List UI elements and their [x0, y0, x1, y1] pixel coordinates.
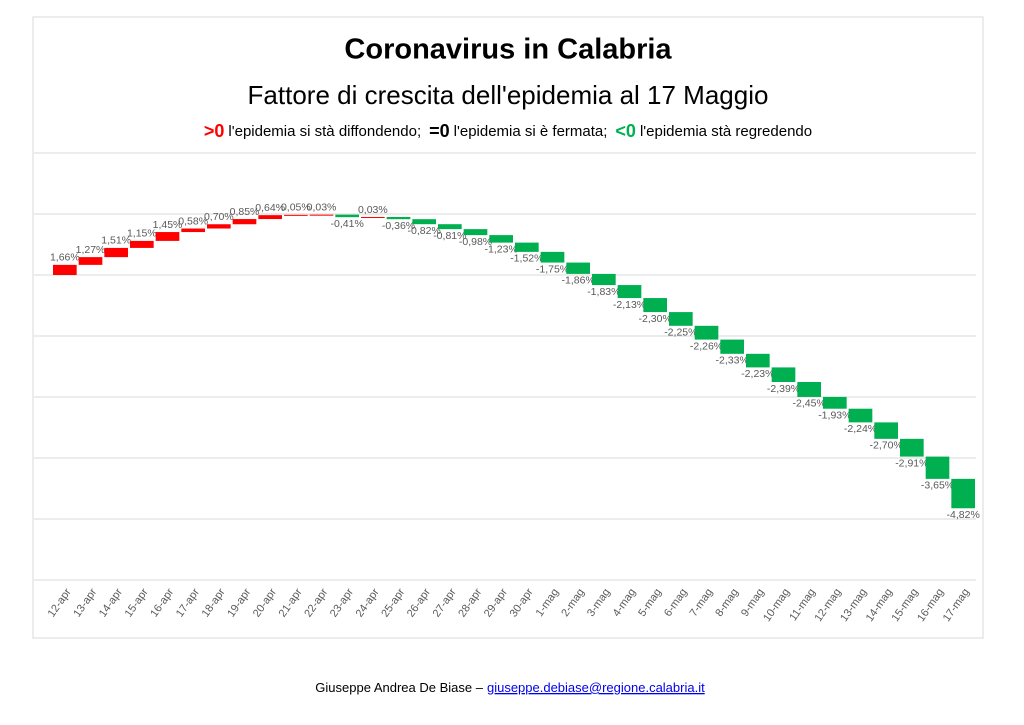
value-label: -2,25%	[664, 327, 697, 339]
bar	[823, 396, 847, 409]
bar	[694, 325, 719, 340]
bar	[771, 367, 796, 382]
footer-author: Giuseppe Andrea De Biase –	[315, 680, 483, 695]
bar	[592, 273, 616, 286]
value-label: -2,33%	[716, 355, 749, 367]
value-label: -4,82%	[947, 509, 980, 521]
bar	[309, 214, 334, 216]
value-label: -0,36%	[382, 220, 415, 232]
value-label: -1,86%	[562, 275, 595, 287]
bar	[104, 247, 128, 258]
value-label: -0,81%	[433, 230, 466, 242]
footer: Giuseppe Andrea De Biase – giuseppe.debia…	[315, 680, 705, 695]
value-label: -1,83%	[587, 286, 620, 298]
value-label: -0,41%	[331, 218, 364, 230]
value-label: -2,70%	[870, 440, 903, 452]
value-label: 0,70%	[204, 211, 234, 223]
value-label: 0,05%	[281, 202, 311, 214]
value-label: -2,91%	[895, 457, 928, 469]
chart-subtitle: Fattore di crescita dell'epidemia al 17 …	[248, 80, 769, 110]
bar	[130, 240, 154, 248]
value-label: -1,23%	[485, 243, 518, 255]
value-label: 0,58%	[178, 215, 208, 227]
note-text: l'epidemia si stà diffondendo;	[228, 123, 421, 140]
bar	[155, 232, 180, 241]
value-label: -2,23%	[741, 368, 774, 380]
value-label: 0,03%	[307, 201, 337, 213]
note-symbol: =0	[429, 121, 450, 141]
bar	[412, 219, 436, 225]
bar	[489, 235, 513, 243]
bar	[540, 251, 565, 263]
value-label: 1,51%	[101, 235, 131, 247]
bar	[386, 216, 411, 220]
bar	[874, 422, 898, 439]
value-label: -2,45%	[793, 398, 826, 410]
bar	[438, 224, 462, 230]
bar	[78, 257, 103, 265]
value-label: -2,26%	[690, 340, 723, 352]
bar	[951, 478, 975, 509]
note-text: l'epidemia si è fermata;	[454, 123, 608, 140]
value-label: 0,03%	[358, 204, 388, 216]
value-label: 0,64%	[255, 202, 285, 214]
value-label: 1,15%	[127, 228, 157, 240]
bar	[181, 228, 205, 233]
bar	[797, 381, 821, 397]
bar	[335, 214, 359, 218]
bar	[284, 214, 308, 216]
note-symbol: <0	[615, 121, 636, 141]
value-label: -0,82%	[408, 225, 441, 237]
value-label: -3,65%	[921, 480, 954, 492]
bar	[463, 229, 488, 236]
value-label: 1,45%	[153, 219, 183, 231]
value-label: 1,27%	[76, 244, 106, 256]
bar	[720, 339, 744, 354]
bar	[848, 408, 873, 423]
bar	[746, 353, 770, 368]
value-label: -1,52%	[510, 253, 543, 265]
value-label: -2,30%	[639, 313, 672, 325]
bar	[900, 438, 924, 457]
bar	[669, 312, 693, 326]
value-label: -0,98%	[459, 236, 492, 248]
chart-frame	[32, 16, 984, 639]
bar	[643, 298, 667, 313]
value-label: -1,75%	[536, 263, 569, 275]
bar	[361, 216, 385, 218]
bar	[925, 456, 950, 479]
note-text: l'epidemia stà regredendo	[640, 123, 812, 140]
value-label: -1,93%	[818, 409, 851, 421]
bar	[566, 262, 590, 274]
bar	[53, 264, 77, 275]
value-label: -2,24%	[844, 423, 877, 435]
bar	[232, 219, 257, 225]
bar	[258, 215, 282, 220]
value-label: -2,13%	[613, 299, 646, 311]
footer-email[interactable]: giuseppe.debiase@regione.calabria.it	[487, 680, 705, 695]
note-symbol: >0	[204, 121, 225, 141]
bar	[617, 285, 642, 299]
notes: >0 l'epidemia si stà diffondendo; =0 l'epid…	[204, 121, 812, 141]
bar	[515, 242, 539, 252]
value-label: 0,85%	[230, 206, 260, 218]
bar	[207, 224, 231, 229]
value-label: -2,39%	[767, 383, 800, 395]
chart-title: Coronavirus in Calabria	[344, 34, 672, 66]
value-label: 1,66%	[50, 252, 80, 264]
